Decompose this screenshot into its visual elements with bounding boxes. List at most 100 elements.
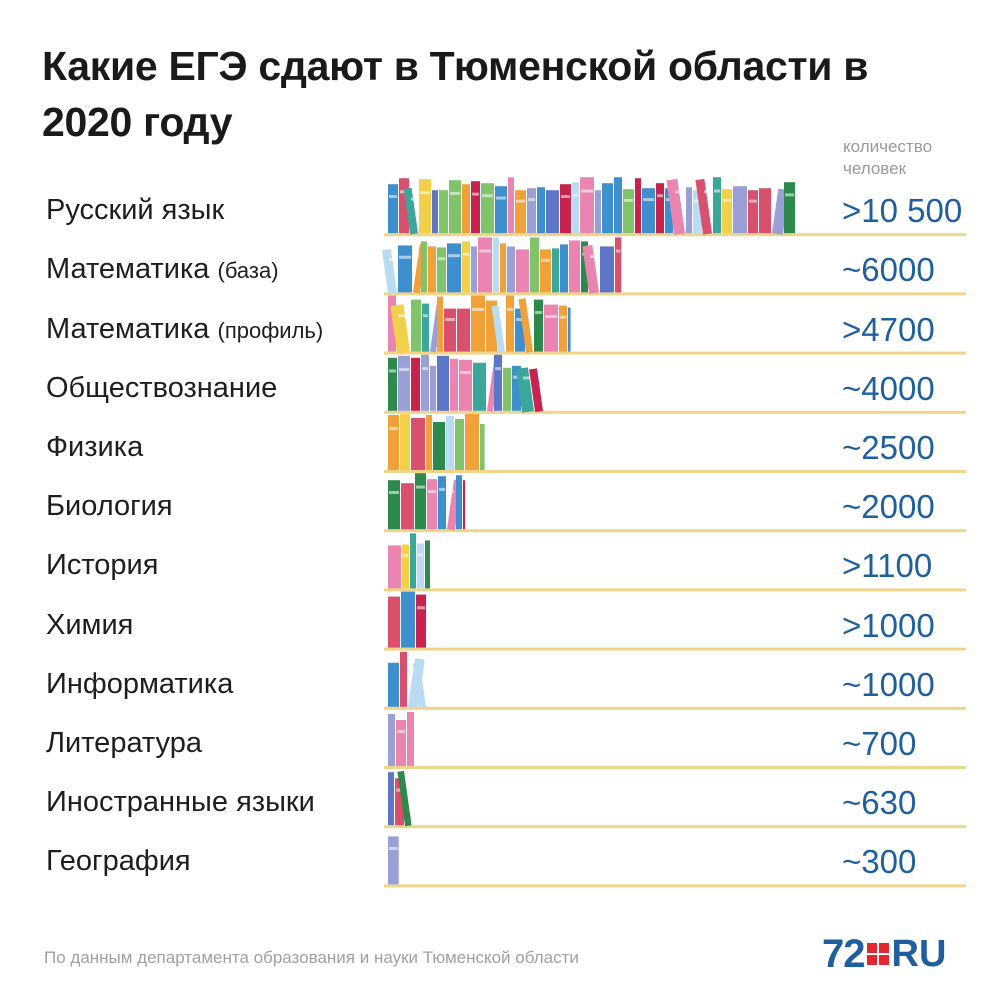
- book-band: [472, 307, 484, 311]
- book-band: [463, 252, 469, 256]
- book-band: [535, 311, 542, 315]
- book: [569, 240, 580, 293]
- book: [411, 299, 421, 352]
- bar: [381, 237, 622, 294]
- bar: [388, 651, 427, 709]
- book-band: [528, 198, 535, 202]
- book-band: [389, 427, 398, 431]
- book: [425, 540, 430, 589]
- data-label: >4700: [842, 310, 935, 348]
- book: [503, 367, 511, 411]
- book: [516, 249, 529, 293]
- book: [559, 305, 567, 352]
- book-band: [675, 190, 684, 194]
- shelf-line: [384, 588, 966, 592]
- book: [433, 422, 445, 470]
- book-band: [714, 189, 720, 193]
- book: [471, 181, 480, 234]
- data-label: ~2500: [842, 429, 935, 466]
- book-band: [785, 193, 794, 197]
- book: [415, 473, 426, 530]
- book: [507, 246, 515, 293]
- data-label: >1000: [842, 606, 935, 644]
- book-band: [406, 782, 411, 786]
- book: [515, 190, 526, 234]
- data-label: ~700: [842, 725, 917, 762]
- book: [733, 186, 747, 234]
- category-name: Биология: [46, 490, 173, 523]
- book: [615, 237, 622, 293]
- book: [582, 245, 600, 294]
- book-band: [445, 318, 455, 322]
- category-subtitle: (профиль): [217, 317, 324, 343]
- shelf-line: [384, 292, 966, 296]
- book: [403, 187, 419, 235]
- data-label: >1100: [842, 547, 933, 585]
- book: [595, 190, 601, 234]
- book: [508, 177, 514, 234]
- book: [494, 354, 502, 411]
- book: [534, 299, 543, 352]
- book: [388, 184, 398, 234]
- bar: [388, 591, 427, 648]
- book-band: [666, 198, 672, 202]
- book-band: [527, 309, 532, 313]
- book-band: [749, 199, 757, 203]
- book: [388, 415, 399, 470]
- book: [656, 183, 664, 234]
- book: [388, 836, 399, 885]
- book: [412, 662, 427, 708]
- category-label: Обществознание: [46, 370, 386, 406]
- book: [462, 184, 470, 234]
- book: [419, 179, 431, 234]
- logo-domain: RU: [891, 932, 947, 975]
- book-band: [438, 257, 445, 261]
- book-band: [411, 197, 417, 201]
- book-band: [516, 199, 525, 203]
- book: [457, 308, 470, 352]
- book: [388, 714, 395, 766]
- book-band: [573, 193, 578, 197]
- book: [439, 190, 448, 234]
- book: [437, 355, 449, 411]
- book: [388, 662, 399, 707]
- book: [401, 483, 414, 530]
- book: [516, 367, 535, 413]
- book: [546, 190, 559, 234]
- book: [552, 248, 559, 293]
- book: [713, 177, 721, 234]
- book: [416, 594, 427, 648]
- book: [530, 237, 539, 293]
- book: [465, 414, 479, 470]
- category-label: Русский язык: [46, 192, 386, 228]
- book-band: [428, 490, 436, 494]
- book-band: [507, 307, 513, 311]
- book: [491, 305, 506, 353]
- book: [417, 543, 424, 589]
- book: [537, 187, 545, 234]
- category-name: Химия: [46, 608, 134, 641]
- book-band: [399, 367, 409, 371]
- shelf-line: [384, 647, 966, 651]
- book: [388, 357, 397, 411]
- book-band: [616, 249, 621, 253]
- book: [544, 304, 558, 352]
- book: [759, 188, 771, 234]
- book: [722, 189, 732, 234]
- category-label: Биология: [46, 488, 386, 524]
- book: [515, 308, 525, 352]
- category-label: Химия: [46, 607, 386, 643]
- book-band: [450, 191, 460, 195]
- book-band: [389, 369, 396, 373]
- book-band: [418, 553, 423, 557]
- book-band: [581, 189, 593, 193]
- category-label: Математика (база): [46, 251, 386, 289]
- book: [471, 295, 485, 352]
- book: [421, 354, 429, 411]
- book: [512, 365, 521, 411]
- book: [407, 712, 414, 766]
- book: [480, 424, 485, 470]
- category-name: Информатика: [46, 667, 234, 700]
- data-label: ~630: [842, 784, 917, 822]
